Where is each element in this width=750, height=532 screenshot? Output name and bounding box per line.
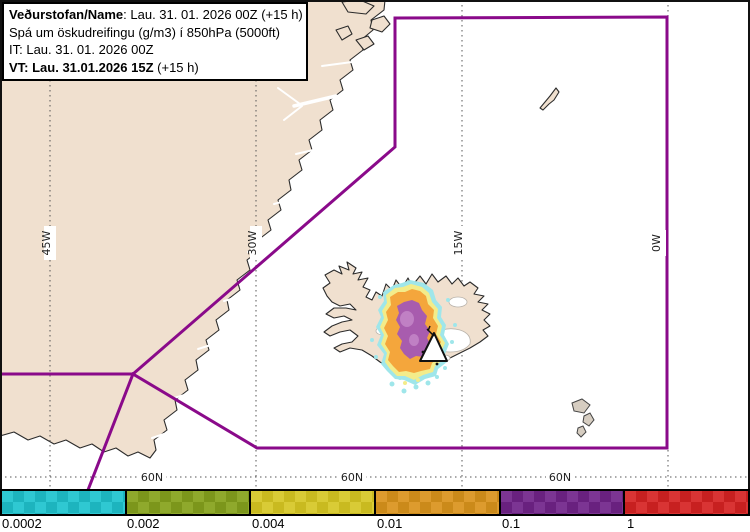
coastal-island bbox=[341, 0, 375, 15]
faroe-islands bbox=[571, 398, 595, 438]
legend-cell-0.01 bbox=[374, 489, 501, 516]
grid-labels: 45W 30W 15W 0W 60N 60N 60N bbox=[40, 226, 666, 484]
jan-mayen-island bbox=[539, 87, 560, 111]
legend-value-label: 0.002 bbox=[127, 516, 160, 531]
info-line-product: Spá um öskudreifingu (g/m3) í 850hPa (50… bbox=[9, 24, 280, 40]
legend-cell-0.0002 bbox=[0, 489, 127, 516]
parallel-label-60n: 60N bbox=[341, 471, 363, 484]
info-line-valid-time: VT: Lau. 31.01.2026 15Z (+15 h) bbox=[9, 59, 199, 75]
info-line-issue-time: IT: Lau. 31. 01. 2026 00Z bbox=[9, 42, 154, 57]
legend-value-labels: 0.0002 0.002 0.004 0.01 0.1 1 bbox=[0, 516, 750, 532]
legend-value-label: 0.1 bbox=[502, 516, 521, 531]
ash-plume bbox=[370, 280, 457, 394]
legend-cell-0.002 bbox=[124, 489, 252, 516]
legend-cell-0.1 bbox=[498, 489, 626, 516]
legend-color-band bbox=[0, 489, 750, 516]
valid-time-label: VT: Lau. 31.01.2026 15Z bbox=[9, 59, 154, 75]
issuer-label: Veðurstofan/Name bbox=[9, 7, 124, 22]
concentration-legend: 0.0002 0.002 0.004 0.01 0.1 1 bbox=[0, 489, 750, 532]
meridian-label-30w: 30W bbox=[246, 230, 259, 255]
meridian-label-45w: 45W bbox=[40, 230, 53, 255]
info-line-issuer: Veðurstofan/Name: Lau. 31. 01. 2026 00Z … bbox=[9, 7, 303, 22]
legend-value-label: 0.0002 bbox=[2, 516, 42, 531]
meridian-label-0w: 0W bbox=[650, 234, 663, 252]
coastal-island bbox=[335, 25, 353, 41]
ash-speckles bbox=[370, 286, 457, 394]
parallel-label-60n: 60N bbox=[549, 471, 571, 484]
coastal-island bbox=[369, 15, 391, 33]
legend-cell-0.004 bbox=[249, 489, 377, 516]
legend-value-label: 0.004 bbox=[252, 516, 285, 531]
parallel-label-60n: 60N bbox=[141, 471, 163, 484]
coastal-island bbox=[355, 35, 375, 51]
meridian-label-15w: 15W bbox=[452, 230, 465, 255]
legend-value-label: 0.01 bbox=[377, 516, 403, 531]
legend-cell-1 bbox=[623, 489, 750, 516]
forecast-info-box: Veðurstofan/Name: Lau. 31. 01. 2026 00Z … bbox=[2, 2, 308, 81]
volcano-triangle-icon bbox=[419, 325, 448, 366]
legend-value-label: 1 bbox=[627, 516, 635, 531]
region-boundary-line bbox=[0, 15, 669, 489]
map-canvas: 45W 30W 15W 0W 60N 60N 60N bbox=[0, 0, 750, 489]
